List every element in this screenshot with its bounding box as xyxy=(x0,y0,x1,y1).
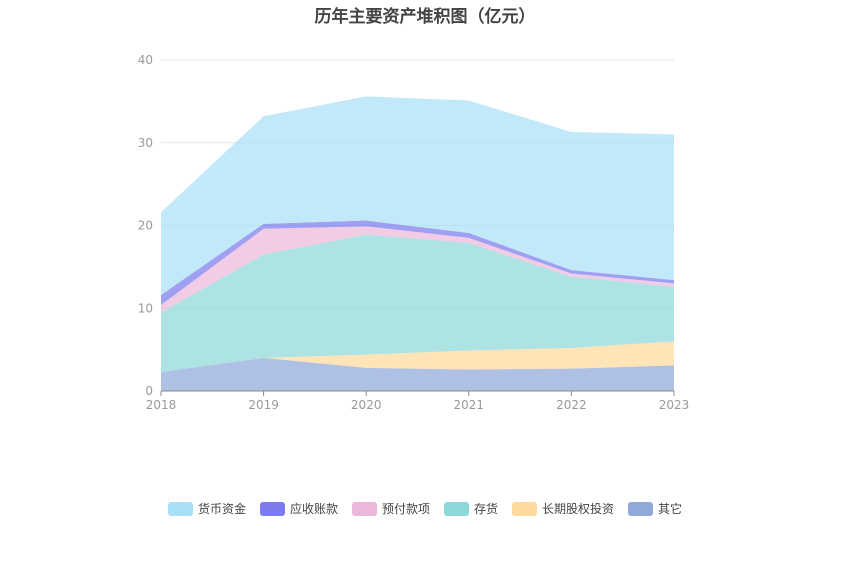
legend-label: 长期股权投资 xyxy=(542,502,615,516)
area-series-长期股权投资 xyxy=(161,341,674,372)
y-tick-label: 40 xyxy=(138,53,153,67)
area-series-货币资金 xyxy=(161,96,674,296)
x-tick-label: 2022 xyxy=(556,398,587,412)
legend-item[interactable]: 货币资金 xyxy=(167,500,246,517)
legend-swatch xyxy=(628,501,654,516)
legend-label: 预付款项 xyxy=(381,502,430,516)
y-tick-label: 0 xyxy=(145,384,153,398)
x-tick-label: 2019 xyxy=(248,398,279,412)
legend-swatch xyxy=(259,501,285,516)
x-tick-label: 2021 xyxy=(454,398,485,412)
legend-item[interactable]: 应收账款 xyxy=(259,500,338,517)
legend-label: 存货 xyxy=(474,502,499,516)
legend-swatch xyxy=(351,501,377,516)
axes: 0 10 20 30 40 2018 2019 2020 2021 2022 2023 xyxy=(138,53,690,412)
legend-swatch xyxy=(167,501,193,516)
legend: 货币资金 应收账款 预付款项 存货 长期股权投资 其它 xyxy=(0,500,850,517)
legend-item[interactable]: 其它 xyxy=(628,500,682,517)
x-tick-label: 2018 xyxy=(146,398,177,412)
x-tick-label: 2023 xyxy=(659,398,690,412)
legend-item[interactable]: 长期股权投资 xyxy=(512,500,614,517)
chart-title: 历年主要资产堆积图（亿元） xyxy=(314,7,536,27)
area-series-其它 xyxy=(161,357,674,391)
y-tick-label: 10 xyxy=(138,301,153,315)
legend-label: 货币资金 xyxy=(197,502,246,516)
area-series-预付款项 xyxy=(161,226,674,313)
legend-label: 应收账款 xyxy=(289,502,338,516)
legend-swatch xyxy=(444,501,469,516)
legend-swatch xyxy=(512,501,538,516)
area-series xyxy=(161,96,674,391)
y-tick-label: 30 xyxy=(138,136,153,150)
legend-item[interactable]: 存货 xyxy=(444,500,498,517)
x-tick-label: 2020 xyxy=(351,398,382,412)
legend-item[interactable]: 预付款项 xyxy=(351,500,430,517)
area-series-存货 xyxy=(161,234,674,372)
legend-label: 其它 xyxy=(658,502,683,516)
y-tick-label: 20 xyxy=(138,219,153,233)
